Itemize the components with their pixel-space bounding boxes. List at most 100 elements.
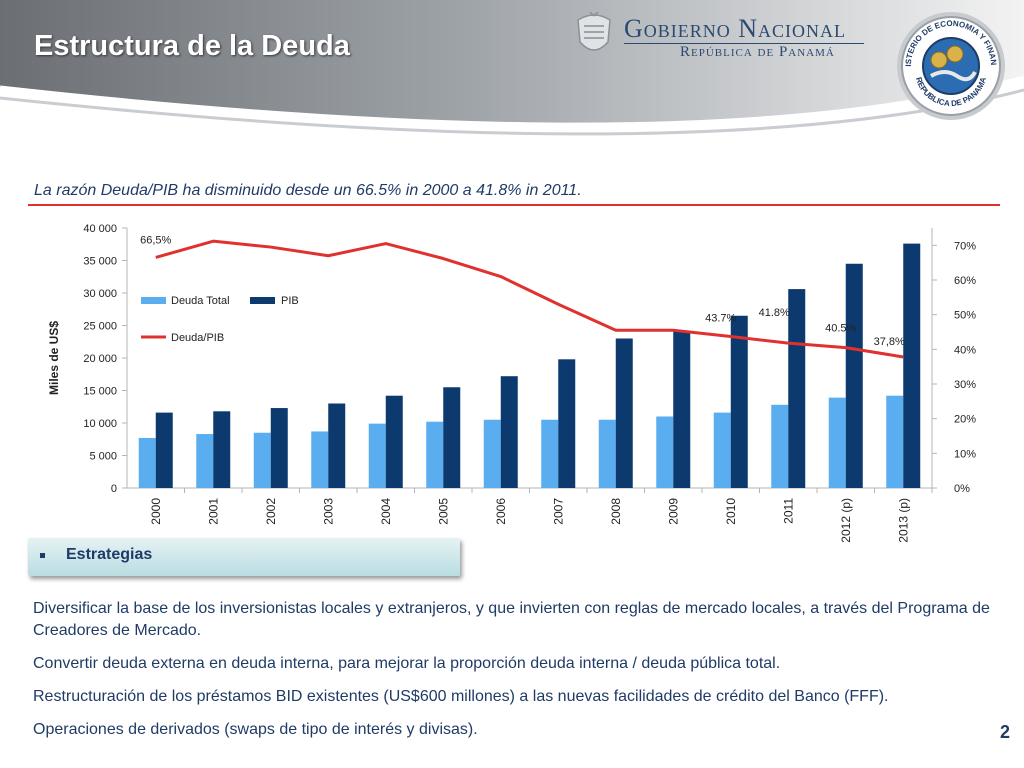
bar-deuda-total <box>311 431 329 488</box>
chart-axes <box>122 227 937 493</box>
strategy-item: Convertir deuda externa en deuda interna… <box>33 655 781 672</box>
strategy-item: Restructuración de los préstamos BID exi… <box>33 688 889 705</box>
estrategias-header: Estrategias <box>28 538 460 576</box>
bar-deuda-total <box>483 419 501 488</box>
ministerio-seal: MINISTERIO DE ECONOMIA Y FINANZAS REPUBL… <box>895 10 1005 120</box>
y-tick-label: 20 000 <box>83 353 117 365</box>
bar-deuda-total <box>886 395 904 488</box>
x-tick-label: 2003 <box>321 498 335 525</box>
legend-label-ratio: Deuda/PIB <box>171 332 224 344</box>
coin-icon <box>930 51 948 69</box>
bar-pib <box>903 243 921 488</box>
x-tick-label: 2006 <box>494 498 508 525</box>
red-divider <box>28 204 1000 206</box>
y-tick-label: 35 000 <box>83 256 117 268</box>
y-tick-label: 30 000 <box>83 288 117 300</box>
y2-tick-label: 10% <box>954 448 976 460</box>
bar-pib <box>730 315 748 488</box>
header-banner <box>0 0 1024 136</box>
coat-of-arms-icon <box>577 12 611 51</box>
gobierno-nacional-logo: Gobierno Nacional República de Panamá <box>572 12 892 62</box>
bar-pib <box>155 412 173 488</box>
x-tick-label: 2008 <box>609 498 623 525</box>
y2-tick-label: 0% <box>954 483 970 495</box>
y-tick-label: 25 000 <box>83 321 117 333</box>
legend-label-deuda: Deuda Total <box>171 295 230 307</box>
x-tick-label: 2007 <box>551 498 565 525</box>
seal-center <box>922 37 980 95</box>
x-tick-label: 2010 <box>724 498 738 525</box>
legend-label-pib: PIB <box>281 295 299 307</box>
x-tick-label: 2005 <box>436 498 450 525</box>
y-tick-label: 0 <box>111 483 117 495</box>
bar-pib <box>558 359 576 488</box>
x-tick-label: 2013 (p) <box>896 498 910 543</box>
bar-deuda-total <box>656 416 674 488</box>
data-label-ratio: 37,8% <box>874 336 905 348</box>
data-label-ratio: 66,5% <box>140 234 171 246</box>
slide-subtitle: La razón Deuda/PIB ha disminuido desde u… <box>34 182 582 199</box>
bar-pib <box>385 395 403 488</box>
y2-tick-label: 70% <box>954 240 976 252</box>
bar-pib <box>270 408 288 488</box>
slide-title: Estructura de la Deuda <box>34 30 350 62</box>
bar-pib <box>328 403 346 488</box>
bar-pib <box>500 376 518 488</box>
data-label-ratio: 43.7% <box>705 313 736 325</box>
bar-pib <box>673 330 691 488</box>
bullet-square-icon <box>40 553 45 558</box>
chart-bars <box>138 243 921 488</box>
y-tick-label: 40 000 <box>83 223 117 235</box>
x-tick-label: 2011 <box>781 498 795 524</box>
gov-subtitle: República de Panamá <box>680 44 835 60</box>
legend-swatch-deuda <box>141 297 166 304</box>
bar-deuda-total <box>541 419 559 488</box>
bar-deuda-total <box>368 423 386 488</box>
bar-pib <box>845 263 863 488</box>
data-label-ratio: 40.5% <box>825 323 856 335</box>
strategy-item: Operaciones de derivados (swaps de tipo … <box>33 721 478 738</box>
estrategias-label: Estrategias <box>66 546 153 563</box>
y-tick-label: 10 000 <box>83 418 117 430</box>
bar-pib <box>213 411 231 488</box>
y2-tick-label: 30% <box>954 379 976 391</box>
bar-deuda-total <box>253 432 271 488</box>
y-tick-label: 15 000 <box>83 386 117 398</box>
y2-tick-label: 60% <box>954 275 976 287</box>
bar-pib <box>788 289 806 488</box>
x-tick-label: 2001 <box>206 498 220 525</box>
chart-labels: 0 5 000 10 000 15 000 20 000 25 000 30 000 35 0… <box>47 223 976 543</box>
bar-pib <box>615 338 633 488</box>
x-tick-label: 2004 <box>379 498 393 525</box>
y-axis-title: Miles de US$ <box>47 321 61 395</box>
slide-header: Estructura de la Deuda <box>0 0 1024 150</box>
bar-deuda-total <box>828 397 846 488</box>
chart-ratio-line <box>155 239 904 359</box>
bar-deuda-total <box>713 412 731 488</box>
bar-deuda-total <box>196 434 214 488</box>
x-tick-label: 2000 <box>149 498 163 525</box>
bar-deuda-total <box>426 421 444 488</box>
gov-name: Gobierno Nacional <box>624 14 847 43</box>
page-number: 2 <box>1000 722 1011 742</box>
bar-deuda-total <box>138 437 156 488</box>
y2-tick-label: 40% <box>954 344 976 356</box>
x-tick-label: 2012 (p) <box>839 498 853 543</box>
series-line-deuda-pib <box>155 239 904 359</box>
x-tick-label: 2002 <box>264 498 278 525</box>
gov-divider <box>624 43 864 44</box>
strategy-item: Diversificar la base de los inversionist… <box>33 600 990 639</box>
y2-tick-label: 20% <box>954 414 976 426</box>
x-tick-label: 2009 <box>666 498 680 525</box>
map-icon <box>930 70 977 82</box>
bar-deuda-total <box>598 419 616 488</box>
chart-legend: Deuda Total PIB Deuda/PIB <box>141 295 299 344</box>
data-label-ratio: 41.8% <box>759 307 790 319</box>
bar-deuda-total <box>771 404 789 488</box>
debt-chart: 0 5 000 10 000 15 000 20 000 25 000 30 000 35 0… <box>47 223 976 543</box>
strategy-list: Diversificar la base de los inversionist… <box>33 598 993 752</box>
y-tick-label: 5 000 <box>89 451 117 463</box>
bar-pib <box>443 387 461 488</box>
legend-swatch-pib <box>250 297 275 304</box>
coin-icon <box>946 45 964 63</box>
